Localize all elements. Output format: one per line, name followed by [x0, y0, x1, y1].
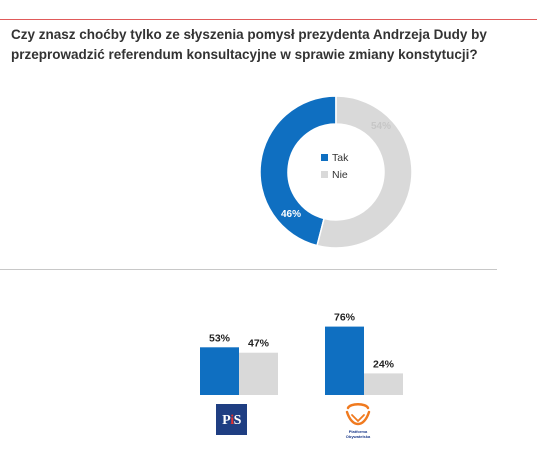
pis-logo-letter-p: P — [222, 413, 231, 428]
bar-pis-series-1 — [200, 347, 239, 395]
po-logo-text: Platforma Obywatelska — [340, 429, 376, 439]
bar-po-series-1 — [325, 326, 364, 395]
legend-label-tak: Tak — [332, 152, 349, 164]
top-accent-rule — [0, 19, 537, 20]
po-logo-line-2: Obywatelska — [345, 433, 371, 439]
chart-title: Czy znasz choćby tylko ze słyszenia pomy… — [11, 25, 526, 65]
donut-label-tak: 46% — [281, 209, 301, 220]
bar-po-series-2 — [364, 373, 403, 395]
legend-swatch-tak — [321, 154, 328, 161]
donut-label-nie: 54% — [371, 121, 391, 132]
chart-title-line-1: Czy znasz choćby tylko ze słyszenia pomy… — [11, 27, 487, 42]
bar-label-pis-series-1: 53% — [209, 332, 231, 344]
pis-logo: PiS — [216, 404, 247, 435]
po-logo-mark-icon — [345, 403, 371, 426]
legend-swatch-nie — [321, 171, 328, 178]
chart-title-line-2: przeprowadzić referendum konsultacyjne w… — [11, 47, 478, 62]
donut-slice-nie — [316, 95, 413, 249]
bar-pis-series-2 — [239, 352, 278, 395]
pis-logo-letter-s: S — [233, 413, 242, 428]
section-divider — [0, 269, 497, 270]
po-logo: Platforma Obywatelska — [340, 402, 376, 440]
bar-label-po-series-2: 24% — [373, 358, 395, 370]
po-logo-line-1: Platforma — [348, 429, 368, 434]
bar-label-po-series-1: 76% — [334, 312, 356, 324]
bar-label-pis-series-2: 47% — [248, 338, 270, 350]
pis-logo-letter-i: i — [230, 413, 234, 428]
donut-chart: 46% 54% Tak Nie — [259, 95, 413, 249]
donut-slice-tak — [259, 95, 337, 247]
bar-chart: 53% 47% 76% 24% — [200, 312, 403, 395]
legend-label-nie: Nie — [332, 169, 348, 181]
